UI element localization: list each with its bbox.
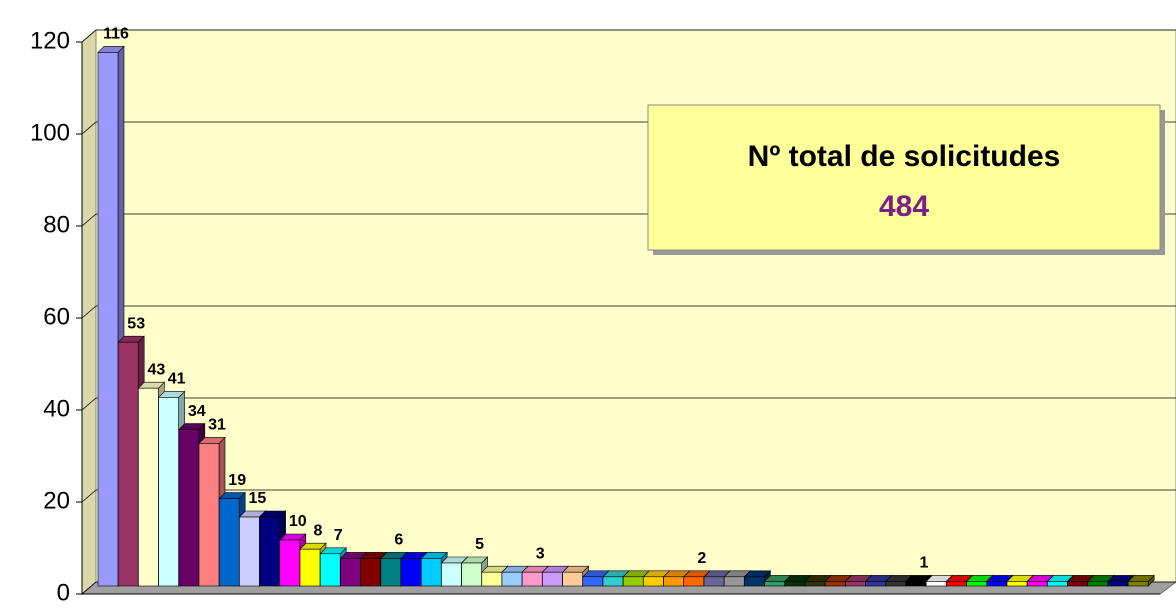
- bar: [501, 571, 523, 587]
- bar: [643, 576, 664, 587]
- bar: [784, 581, 806, 587]
- value-label: 31: [208, 417, 226, 434]
- bar: [521, 571, 543, 587]
- value-label: 3: [536, 545, 545, 562]
- bar: [946, 581, 967, 587]
- bar: [764, 581, 785, 587]
- y-tick-label: 40: [43, 395, 70, 422]
- box: [647, 104, 1161, 251]
- value-label: 116: [103, 26, 129, 43]
- bar: [1087, 581, 1109, 587]
- y-tick-label: 100: [30, 119, 70, 146]
- bar: [97, 52, 119, 587]
- grid-line-side: [81, 489, 97, 503]
- bar: [380, 558, 402, 587]
- value-label: 7: [334, 527, 343, 544]
- grid-line-side: [81, 29, 97, 43]
- value-label: 1: [920, 555, 929, 572]
- bar: [925, 581, 947, 587]
- bar: [905, 581, 927, 587]
- bar: [299, 548, 321, 587]
- y-tick-label: 120: [30, 27, 70, 54]
- grid-line-side: [81, 305, 97, 319]
- bar: [723, 576, 745, 587]
- value-label: 53: [127, 315, 145, 332]
- bar: [744, 576, 765, 587]
- bar: [542, 571, 563, 587]
- y-tick-label: 0: [57, 579, 70, 606]
- bar: [562, 571, 583, 587]
- bar: [845, 581, 866, 587]
- value-label: 6: [394, 532, 403, 549]
- bar: [622, 576, 644, 587]
- bar: [481, 571, 503, 587]
- bar: [986, 581, 1008, 587]
- bar: [198, 443, 220, 587]
- bar: [804, 581, 826, 587]
- value-label: 10: [289, 513, 307, 530]
- bar: [885, 581, 907, 587]
- annotation-title: Nº total de solicitudes: [748, 140, 1061, 173]
- value-label: 19: [228, 472, 246, 489]
- bar: [259, 516, 280, 587]
- bar: [340, 558, 361, 587]
- bar: [239, 516, 260, 587]
- bar: [1047, 581, 1068, 587]
- bar: [966, 581, 987, 587]
- y-tick-label: 20: [43, 487, 70, 514]
- bar: [218, 498, 240, 587]
- bar: [117, 341, 139, 587]
- grid-line-side: [81, 213, 97, 227]
- bar: [420, 558, 442, 587]
- value-label: 2: [697, 550, 706, 567]
- value-label: 8: [314, 522, 323, 539]
- annotation-value: 484: [879, 190, 929, 223]
- bar: [319, 553, 341, 587]
- bar: [279, 539, 301, 587]
- bar: [703, 576, 725, 587]
- bar: [1127, 581, 1149, 587]
- bar: [663, 576, 684, 587]
- bar: [158, 397, 179, 587]
- y-tick-label: 80: [43, 211, 70, 238]
- bar: [360, 558, 381, 587]
- bar: [1026, 581, 1048, 587]
- bar: [461, 562, 482, 587]
- bar: [602, 576, 624, 587]
- bar: [1107, 581, 1129, 587]
- bar: [138, 387, 159, 587]
- bar: [441, 562, 462, 587]
- bar: [683, 576, 705, 587]
- bar: [178, 429, 200, 587]
- grid-line-side: [81, 121, 97, 135]
- bar: [824, 581, 846, 587]
- value-label: 34: [188, 403, 206, 420]
- annotation-box: Nº total de solicitudes 484: [647, 104, 1165, 255]
- bar: [400, 558, 422, 587]
- bar: [582, 576, 604, 587]
- bar: [865, 581, 886, 587]
- y-tick-label: 60: [43, 303, 70, 330]
- value-label: 41: [168, 371, 186, 388]
- grid-line-side: [81, 581, 97, 595]
- bar: [1067, 581, 1088, 587]
- value-label: 43: [148, 361, 166, 378]
- value-label: 15: [249, 490, 267, 507]
- value-label: 5: [475, 536, 484, 553]
- bar: [1006, 581, 1028, 587]
- grid-line-side: [81, 397, 97, 411]
